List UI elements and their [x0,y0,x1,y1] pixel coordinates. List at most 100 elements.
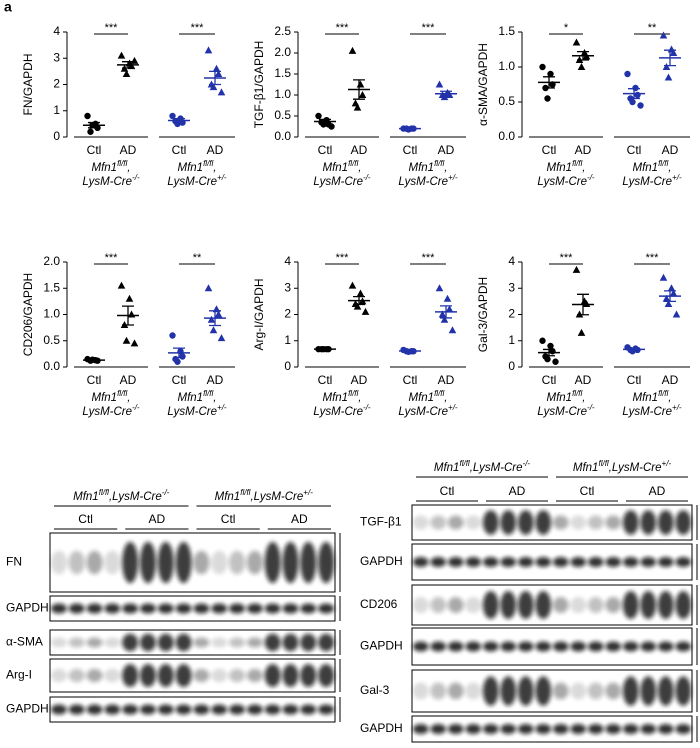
data-point [117,281,126,289]
data-point [659,31,668,39]
blot-band [264,633,281,652]
genotype-part: fl/fl [240,488,250,497]
data-point [662,63,671,70]
blot-band [68,704,85,715]
row-label: GAPDH [6,601,49,615]
blot-band [657,557,674,567]
blot-band [412,682,429,700]
genotype-part: Mfn1 [73,491,99,503]
genotype-part: fl/fl [459,459,469,468]
blot-band [139,704,156,715]
genotype-part: LysM-Cre [254,491,304,503]
genotype-part: +/- [662,459,672,468]
x-tick-label: AD [351,373,368,387]
blot-band [500,591,517,619]
genotype-part: Mfn1 [546,162,572,174]
y-tick-label: 0.5 [274,108,291,122]
y-axis-label: CD206/GAPDH [21,273,35,356]
sem-bar [353,296,365,306]
genotype-label: Mfn1fl/fl, [322,389,361,404]
blot-band [282,603,299,614]
data-point [632,84,639,92]
data-point [169,332,176,339]
data-point [443,294,452,302]
genotype-part: fl/fl [99,488,109,497]
blot-band [430,597,447,613]
y-tick-label: 1.0 [43,307,60,321]
blot-band [552,641,569,652]
y-tick-label: 1.5 [498,24,515,38]
genotype-part: , [582,392,585,404]
sig-label: *** [336,22,350,34]
sem-bar [173,347,185,359]
data-point [130,56,139,64]
genotype-part: , [444,392,447,404]
blot-band [622,724,639,734]
row-label: TGF-β1 [360,515,402,529]
blot-band [50,603,67,614]
data-point [127,310,136,318]
y-tick-label: 0 [53,129,60,143]
genotype-part: LysM-Cre [112,491,162,503]
blot-band [175,633,192,652]
blot-band [500,510,517,535]
blot-band [430,724,447,734]
blot-band [640,510,657,535]
x-tick-label: Ctl [403,143,418,157]
y-tick-label: 3 [284,280,291,294]
blot-band [430,641,447,652]
blot-band [605,597,622,613]
y-tick-label: 4 [508,254,515,268]
genotype-label: Mfn1fl/fl,LysM-Cre-/- [73,488,170,503]
blot-band [157,541,174,584]
sem-bar [353,79,365,100]
blot-band [482,724,499,734]
data-point [438,310,447,318]
genotype-part: +/- [303,488,313,497]
genotype-part: +/- [217,403,227,412]
blot-band [587,557,604,567]
sem-bar [404,349,416,353]
sem-bar [664,49,676,67]
x-tick-label: AD [438,373,455,387]
sig-label: ** [193,252,202,264]
blot-band [465,515,482,530]
blot-band [587,641,604,652]
row-label: GAPDH [6,702,49,716]
x-tick-label: Ctl [87,373,102,387]
blot-band [122,663,139,688]
blot-band [675,557,692,567]
genotype-label: LysM-Cre+/- [398,403,458,418]
blot-band [104,550,121,575]
y-tick-label: 0.0 [498,129,515,143]
row-label: CD206 [360,597,398,611]
blot-band [300,603,317,614]
blot-band [517,510,534,535]
blot-band [447,597,464,613]
data-point [440,315,449,323]
genotype-part: LysM-Cre [167,176,217,188]
blot-band [50,668,67,683]
blot-band [675,676,692,706]
blot-band [412,557,429,567]
blot-band [552,597,569,613]
data-point [356,80,365,88]
y-tick-label: 2.0 [43,254,60,268]
y-tick-label: 0.5 [498,94,515,108]
sem-bar [577,50,589,61]
sig-label: *** [560,252,574,264]
genotype-part: fl/fl [117,159,127,168]
blot-band [465,641,482,652]
blot-band [246,603,263,614]
genotype-part: +/- [672,403,682,412]
blot-band [50,637,67,648]
blot-band [622,676,639,706]
genotype-label: Mfn1fl/fl, [91,389,130,404]
genotype-part: Mfn1 [408,392,434,404]
genotype-label: Mfn1fl/fl, [632,389,671,404]
genotype-part: Mfn1 [177,392,203,404]
data-point [87,128,94,135]
sem-bar [88,359,100,362]
blot-band [517,591,534,619]
